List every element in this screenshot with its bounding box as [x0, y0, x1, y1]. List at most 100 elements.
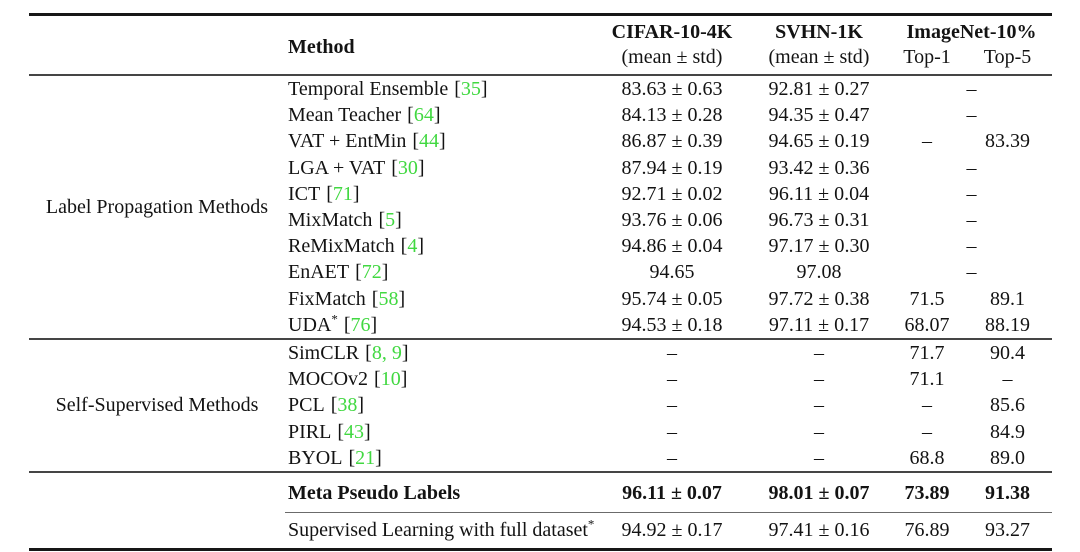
group-label: Self-Supervised Methods [29, 339, 285, 474]
citation-bracket-open: [ [355, 261, 362, 284]
method-name: Supervised Learning with full dataset [288, 519, 588, 542]
top1-value: – [922, 394, 932, 417]
top5-subheader: Top-5 [963, 45, 1052, 76]
cifar-subheader: (mean ± std) [597, 45, 747, 76]
cifar-value: 94.86 ± 0.04 [621, 235, 723, 258]
citation-bracket-close: ] [370, 313, 378, 336]
cifar-value: 94.92 ± 0.17 [621, 519, 723, 542]
imagenet-dash: – [966, 235, 977, 258]
method-name: SimCLR [288, 342, 360, 365]
table-row: FixMatch [58] 95.74 ± 0.05 97.72 ± 0.38 7… [29, 286, 1052, 312]
citation-bracket-open: [ [326, 182, 333, 205]
top1-value: 76.89 [904, 519, 950, 542]
method-name: PCL [288, 394, 325, 417]
method-cell: ICT [71] [285, 181, 597, 207]
group-label: Label Propagation Methods [29, 75, 285, 341]
citation-bracket-open: [ [330, 394, 338, 417]
citation-bracket-open: [ [378, 209, 386, 232]
cifar-value: 94.65 [649, 261, 695, 284]
citation-bracket-open: [ [343, 313, 351, 336]
empty-corner-cell [29, 14, 285, 76]
citation-number: 43 [344, 420, 365, 443]
table-row: BYOL [21] – – 68.8 89.0 [29, 444, 1052, 474]
citation-bracket-open: [ [374, 368, 381, 391]
method-name: VAT + EntMin [288, 130, 407, 153]
cifar-value: – [597, 444, 747, 474]
citation-number: 76 [350, 313, 371, 336]
method-name: UDA [288, 313, 332, 336]
svhn-value: – [747, 444, 891, 474]
table-row: UDA* [76] 94.53 ± 0.18 97.11 ± 0.17 68.07… [29, 311, 1052, 341]
citation-number: 30 [397, 156, 418, 179]
citation-bracket-close: ] [417, 156, 425, 179]
top5-value: 91.38 [963, 472, 1052, 514]
method-cell: LGA + VAT [30] [285, 155, 597, 181]
citation-bracket-close: ] [480, 78, 488, 100]
citation-bracket-close: ] [375, 446, 382, 469]
method-cell: PCL [38] [285, 392, 597, 418]
imagenet-dash: – [966, 156, 977, 179]
citation-number: 21 [355, 446, 376, 469]
citation-number: 58 [378, 287, 399, 310]
citation-number: 10 [380, 368, 401, 391]
top5-value: 90.4 [990, 342, 1025, 365]
cifar-value: 87.94 ± 0.19 [621, 156, 723, 179]
method-name: BYOL [288, 446, 343, 469]
cifar-value: 93.76 ± 0.06 [621, 209, 723, 232]
method-cell: Meta Pseudo Labels [285, 472, 597, 514]
method-cell: MOCOv2 [10] [285, 366, 597, 392]
results-table: Method CIFAR-10-4K SVHN-1K ImageNet-10% … [29, 13, 1052, 552]
citation-bracket-close: ] [401, 342, 409, 365]
table-row: MOCOv2 [10] – – 71.1 – [29, 366, 1052, 392]
svhn-value: – [814, 342, 824, 365]
top1-value: 68.07 [891, 311, 963, 341]
top1-value: 71.5 [909, 287, 945, 310]
method-name: ReMixMatch [288, 235, 395, 258]
method-asterisk: * [587, 516, 595, 532]
citation-number: 8, 9 [371, 342, 402, 365]
top1-value: 71.7 [909, 342, 945, 365]
top5-value: 84.9 [990, 420, 1025, 443]
citation-bracket-close: ] [357, 394, 365, 417]
method-name: ICT [288, 182, 321, 205]
top5-value: 88.19 [963, 311, 1052, 341]
citation-bracket-close: ] [395, 209, 402, 232]
table-row: ReMixMatch [4] 94.86 ± 0.04 97.17 ± 0.30 … [29, 233, 1052, 259]
citation-bracket-open: [ [337, 420, 345, 443]
method-column-header: Method [285, 14, 597, 76]
svhn-value: – [814, 394, 824, 417]
method-cell: Temporal Ensemble [35] [285, 75, 597, 102]
method-cell: SimCLR [8, 9] [285, 339, 597, 366]
svhn-value: 97.08 [796, 261, 842, 284]
imagenet-column-header: ImageNet-10% [906, 21, 1037, 43]
top1-value: – [922, 130, 932, 153]
top1-subheader: Top-1 [891, 45, 963, 76]
top5-value: – [1002, 368, 1013, 391]
svhn-value: 96.11 ± 0.04 [768, 182, 870, 205]
citation-bracket-open: [ [391, 156, 398, 179]
cifar-value: – [667, 394, 677, 417]
method-cell: Mean Teacher [64] [285, 102, 597, 128]
citation-bracket-open: [ [407, 104, 414, 127]
svhn-value: 92.81 ± 0.27 [768, 78, 870, 100]
cifar-value: 86.87 ± 0.39 [621, 130, 723, 153]
cifar-value: 95.74 ± 0.05 [621, 287, 723, 310]
citation-bracket-open: [ [400, 235, 408, 258]
top1-value: 71.1 [909, 368, 945, 391]
citation-number: 4 [407, 235, 418, 258]
top5-value: 83.39 [985, 130, 1030, 153]
citation-number: 44 [419, 130, 440, 153]
method-name: Temporal Ensemble [288, 78, 449, 100]
cifar-value: 92.71 ± 0.02 [621, 182, 723, 205]
svhn-value: 97.41 ± 0.16 [768, 519, 870, 542]
citation-number: 72 [361, 261, 382, 284]
cifar-column-header: CIFAR-10-4K [611, 21, 733, 43]
top1-value: 68.8 [891, 444, 963, 474]
table-row: MixMatch [5] 93.76 ± 0.06 96.73 ± 0.31 – [29, 207, 1052, 233]
citation-number: 35 [460, 78, 481, 100]
empty-cell [29, 472, 285, 513]
method-cell: EnAET [72] [285, 259, 597, 285]
table-row: Self-Supervised Methods SimCLR [8, 9] – –… [29, 339, 1052, 474]
table-row: Label Propagation Methods Temporal Ensem… [29, 75, 1052, 341]
